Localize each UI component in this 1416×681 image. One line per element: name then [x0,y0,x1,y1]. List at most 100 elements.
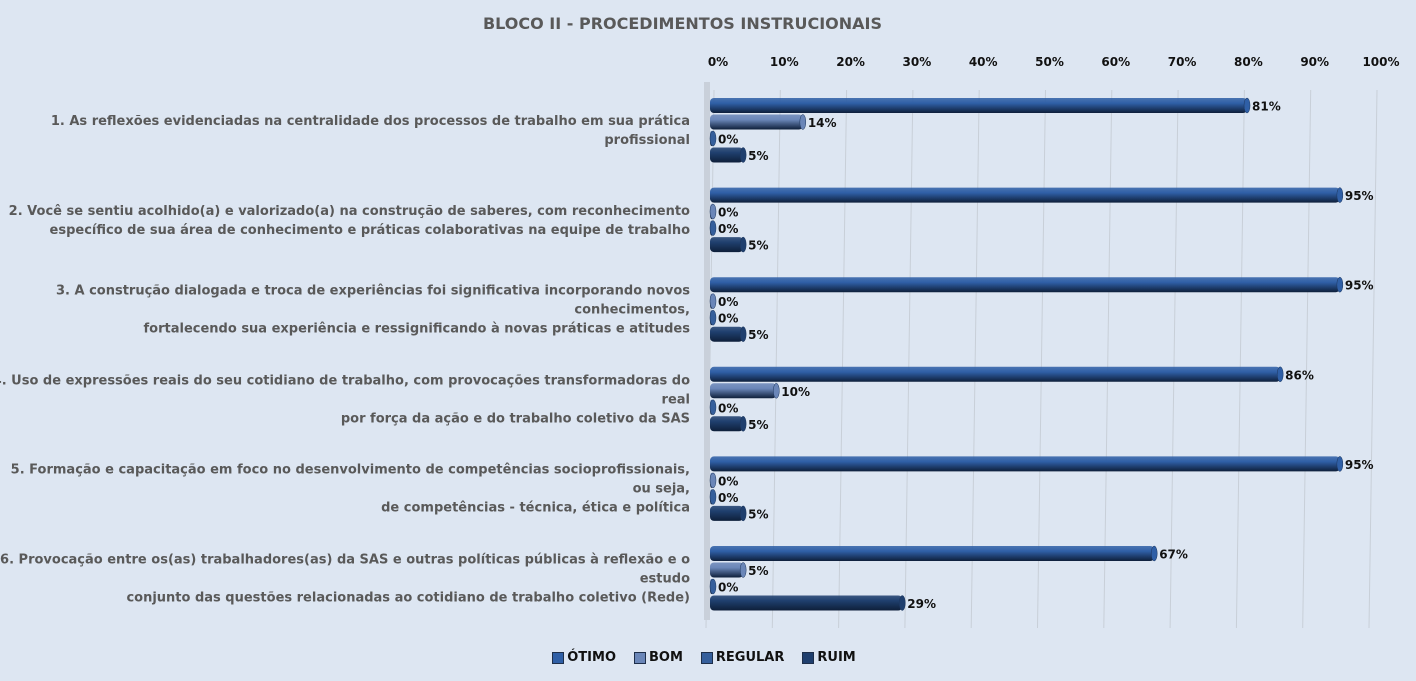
bar-cap [709,489,717,505]
data-label: 81% [1252,100,1281,114]
gridline [1037,89,1046,629]
category-label-line: 4. Uso de expressões reais do seu cotidi… [0,373,690,408]
gridline [904,89,914,629]
legend-swatch [700,651,713,664]
bar-cap [1336,456,1344,472]
bar-bom [710,383,777,399]
bar-ótimo [710,98,1248,113]
bar-cap [1243,97,1251,114]
legend-label: BOM [649,650,683,665]
gridline [838,89,848,629]
chart-wall [704,82,710,620]
bar-ótimo [710,366,1281,382]
data-label: 95% [1345,189,1374,203]
data-label: 10% [781,385,810,399]
data-label: 0% [718,474,738,488]
data-label: 0% [718,206,738,220]
bar-ótimo [710,546,1155,561]
data-label: 0% [718,312,738,326]
category-label: 4. Uso de expressões reais do seu cotidi… [0,371,690,428]
data-label: 5% [748,239,768,253]
x-tick-label: 30% [903,55,932,69]
data-label: 86% [1285,368,1314,382]
legend-item: REGULAR [700,650,785,665]
category-label-line: 1. As reflexões evidenciadas na centrali… [50,114,690,148]
legend-swatch [634,651,646,664]
data-label: 14% [808,116,837,130]
bar-cap [709,472,717,489]
category-label: 5. Formação e capacitação em foco no des… [0,461,690,518]
data-label: 0% [718,401,738,415]
gridline [771,89,781,629]
category-label-line: 3. A construção dialogada e troca de exp… [55,283,690,318]
gridline [1368,89,1378,629]
legend-item: ÓTIMO [552,650,616,665]
data-label: 0% [718,222,738,236]
category-label-line: 2. Você se sentiu acolhido(a) e valoriza… [8,203,690,219]
legend-label: REGULAR [715,650,785,665]
gridline [1103,89,1113,629]
bar-ruim [710,326,744,342]
bar-cap [799,114,807,130]
category-label-line: por força da ação e do trabalho coletivo… [340,411,690,427]
bar-cap [709,293,717,309]
bar-bom [710,114,803,130]
x-tick-label: 90% [1300,55,1329,69]
x-tick-label: 100% [1362,55,1399,69]
data-label: 0% [718,295,738,309]
x-tick-label: 40% [969,55,998,69]
bar-ótimo [710,277,1340,293]
bar-ótimo [710,456,1340,472]
gridline [1235,89,1245,629]
gridline [970,89,980,629]
gridline [1302,89,1312,629]
bar-cap [739,416,747,432]
bar-cap [709,399,717,416]
legend-label: ÓTIMO [567,650,616,665]
bar-cap [739,326,747,342]
data-label: 5% [748,564,768,578]
bar-cap [1336,187,1344,203]
x-tick-label: 70% [1168,55,1197,69]
data-label: 0% [718,133,738,147]
legend-swatch [552,651,565,664]
data-label: 0% [718,581,738,595]
bar-cap [1150,545,1158,562]
category-label: 2. Você se sentiu acolhido(a) e valoriza… [0,202,690,240]
category-label: 1. As reflexões evidenciadas na centrali… [0,112,690,150]
bar-cap [709,220,717,236]
bar-cap [1336,276,1344,293]
data-label: 5% [748,328,768,342]
bar-cap [739,236,747,253]
bar-ruim [710,505,744,521]
bar-cap [709,203,717,220]
bar-cap [739,147,747,163]
bar-cap [739,562,747,578]
bar-cap [709,130,717,147]
bar-bom [710,562,744,578]
chart-title: BLOCO II - PROCEDIMENTOS INSTRUCIONAIS [482,14,883,33]
legend-item: RUIM [802,650,856,665]
bar-cap [739,505,747,522]
bar-cap [1276,366,1284,383]
bar-ruim [710,595,903,611]
category-label-line: específico de sua área de conhecimento e… [49,222,690,238]
gridline [1169,89,1179,629]
bar-cap [709,309,717,326]
data-label: 5% [748,507,768,521]
category-label-line: 5. Formação e capacitação em foco no des… [10,462,690,497]
x-tick-label: 10% [770,55,799,69]
data-label: 95% [1345,458,1374,472]
bar-cap [709,578,717,595]
bar-ruim [710,237,744,253]
x-tick-label: 80% [1234,55,1263,69]
bar-cap [773,383,780,399]
bar-ruim [710,416,744,432]
category-label-line: fortalecendo sua experiência e ressignif… [143,321,690,337]
category-label-line: conjunto das questões relacionadas ao co… [126,590,690,606]
data-label: 0% [718,491,738,505]
category-label: 3. A construção dialogada e troca de exp… [0,282,690,339]
bar-ruim [710,147,744,163]
data-label: 95% [1345,279,1374,293]
